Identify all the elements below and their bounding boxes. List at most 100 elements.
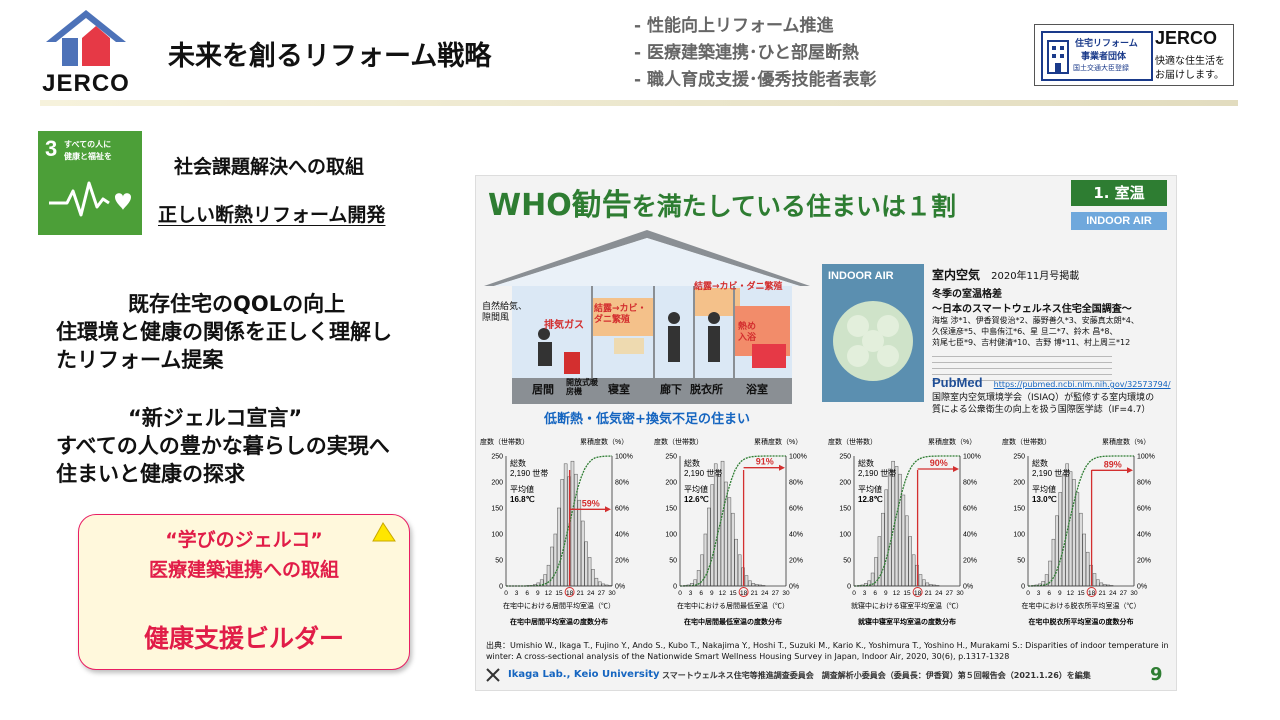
x-tick-label: 30 [1130, 590, 1138, 597]
slide-tag: 1. 室温 [1071, 180, 1167, 206]
y-tick-label: 200 [839, 480, 851, 487]
jerco-badge: 住宅リフォーム 事業者団体 国土交通大臣登録 JERCO 快適な住生活を お届け… [1034, 24, 1234, 86]
histogram-bar [1072, 479, 1076, 587]
histogram-bar [737, 554, 742, 587]
y-tick-label: 150 [665, 506, 677, 513]
y-tick-label: 250 [665, 454, 677, 461]
x-tick-label: 24 [935, 590, 943, 597]
y-tick-label: 100 [665, 532, 677, 539]
y2-tick-label: 60% [615, 506, 629, 513]
y2-tick-label: 20% [615, 558, 629, 565]
histogram-bar [918, 574, 923, 587]
histogram-bar [587, 557, 592, 587]
slide-title: WHO勧告を満たしている住まいは１割 [488, 180, 956, 224]
x-tick-label: 9 [710, 590, 714, 597]
y-tick-label: 200 [1013, 480, 1025, 487]
learning-box-line1: “学びのジェルコ” [165, 529, 323, 551]
badge-brand: JERCO [1155, 28, 1218, 48]
y-axis-label: 度数（世帯数） [828, 437, 877, 446]
arrow-head-icon [953, 466, 959, 472]
histogram-bar [874, 557, 878, 587]
y2-tick-label: 80% [1137, 480, 1151, 487]
histogram-bar [1055, 515, 1059, 587]
histogram-bar [580, 520, 585, 587]
mean-label: 平均値 [858, 484, 882, 494]
histogram-bar [1058, 492, 1063, 587]
y-axis-label: 度数（世帯数） [654, 437, 703, 446]
article-authors-1: 海塩 渉*1、伊香賀俊治*2、藤野善久*3、安藤真太朗*4、 [932, 316, 1139, 325]
histogram-bar [901, 494, 906, 587]
y2-axis-label: 累積度数（%） [754, 437, 802, 446]
total-value: 2,190 世帯 [1032, 468, 1070, 478]
pubmed-link[interactable]: https://pubmed.ncbi.nlm.nih.gov/32573794… [993, 380, 1171, 389]
x-axis-label: 在宅中における居間最低室温（℃） [677, 601, 789, 610]
x-tick-label: 30 [608, 590, 616, 597]
threshold-circle [1086, 587, 1097, 597]
x-axis-label: 在宅中における居間平均室温（℃） [503, 601, 615, 610]
histogram-bedroom: 度数（世帯数） 累積度数（%）0501001502002500%20%40%60%… [828, 437, 981, 626]
y2-tick-label: 20% [1137, 558, 1151, 565]
y2-tick-label: 80% [789, 480, 803, 487]
slide-footer: Ikaga Lab., Keio University スマートウェルネス住宅等… [482, 664, 1172, 686]
x-tick-label: 3 [689, 590, 693, 597]
house-caption: 低断熱・低気密+換気不足の住まい [544, 412, 750, 427]
histogram-bar [713, 463, 718, 587]
y2-tick-label: 0% [615, 584, 625, 591]
histogram-changing-room: 度数（世帯数） 累積度数（%）0501001502002500%20%40%60%… [1002, 437, 1155, 626]
histogram-bar [560, 479, 564, 587]
y-tick-label: 0 [1021, 584, 1025, 591]
histogram-living-min: 度数（世帯数） 累積度数（%）0501001502002500%20%40%60%… [654, 437, 807, 626]
x-tick-label: 18 [740, 590, 748, 597]
threshold-percent: 90% [930, 458, 948, 468]
y2-tick-label: 0% [1137, 584, 1147, 591]
total-label: 総数 [1032, 458, 1048, 468]
header: JERCO 未来を創るリフォーム戦略 - 性能向上リフォーム推進 - 医療建築連… [0, 0, 1280, 108]
arrow-head-icon [605, 506, 611, 513]
histogram-bar [1068, 471, 1073, 587]
y-tick-label: 250 [839, 454, 851, 461]
y-tick-label: 100 [1013, 532, 1025, 539]
building-icon [1047, 40, 1069, 74]
mean-value: 16.8℃ [510, 495, 535, 504]
histogram-bar [1051, 538, 1056, 587]
threshold-percent: 91% [756, 457, 774, 467]
house-outline-icon [484, 230, 810, 404]
x-tick-label: 21 [751, 590, 759, 597]
x-tick-label: 6 [1047, 590, 1051, 597]
label-condensation-1: 結露→カビ・ダニ繁殖 [594, 304, 647, 325]
x-tick-label: 18 [914, 590, 922, 597]
y-tick-label: 150 [839, 506, 851, 513]
x-tick-label: 24 [1109, 590, 1117, 597]
y-tick-label: 250 [491, 454, 503, 461]
x-tick-label: 6 [525, 590, 529, 597]
y2-tick-label: 100% [789, 454, 807, 461]
x-tick-label: 15 [1077, 590, 1085, 597]
y-tick-label: 150 [491, 506, 503, 513]
histogram-bar [881, 512, 885, 587]
histogram-bar [884, 489, 889, 587]
histogram-bar [584, 541, 588, 587]
isiaq-line-1: 国際室内空気環境学会（ISIAQ）が監修する室内環境の [932, 393, 1155, 403]
journal-name: 室内空気 [932, 268, 981, 282]
label-natural-air: 自然給気、隙間風 [482, 302, 528, 323]
x-tick-label: 6 [699, 590, 703, 597]
histogram-bar [911, 554, 916, 587]
x-tick-label: 9 [536, 590, 540, 597]
histogram-bar [1085, 551, 1090, 587]
indoor-air-tag: INDOOR AIR [1071, 212, 1167, 230]
y2-tick-label: 100% [963, 454, 981, 461]
y-tick-label: 50 [669, 558, 677, 565]
histogram-bar [748, 580, 752, 587]
histogram-bar [594, 577, 599, 587]
room-changing: 脱衣所 [690, 383, 723, 396]
x-tick-label: 0 [1026, 590, 1030, 597]
page-title: 未来を創るリフォーム戦略 [168, 41, 492, 72]
y2-tick-label: 40% [1137, 532, 1151, 539]
pubmed-row: PubMed https://pubmed.ncbi.nlm.nih.gov/3… [932, 372, 1171, 391]
x-tick-label: 18 [566, 590, 574, 597]
embedded-slide: WHO勧告を満たしている住まいは１割 1. 室温 INDOOR AIR 自然給気… [475, 175, 1177, 691]
article-authors-3: 苅尾七臣*9、吉村健清*10、吉野 博*11、村上周三*12 [932, 338, 1131, 347]
label-condensation-2: 結露→カビ・ダニ繁殖 [694, 282, 783, 292]
header-bullets: - 性能向上リフォーム推進 - 医療建築連携･ひと部屋断熱 - 職人育成支援･優… [634, 13, 964, 94]
y-tick-label: 100 [839, 532, 851, 539]
